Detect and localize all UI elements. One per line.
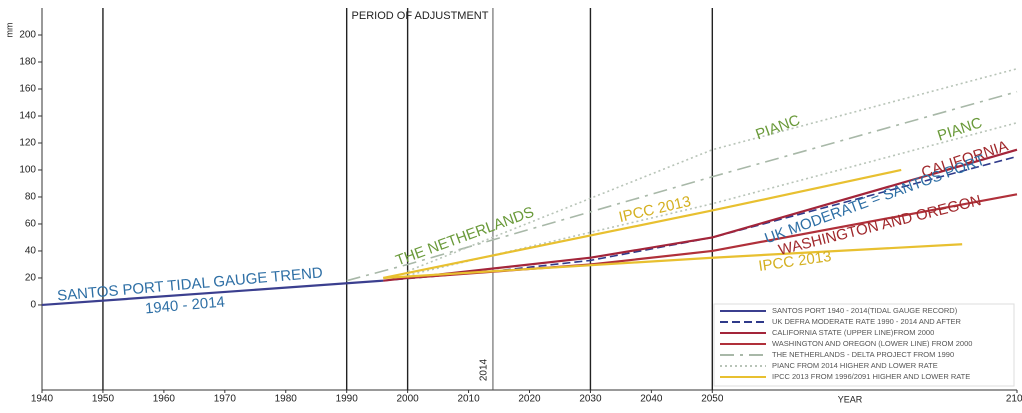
y-tick-label: 60: [25, 219, 37, 230]
y-tick-label: 200: [19, 30, 36, 41]
y-tick-label: 20: [25, 273, 37, 284]
y-tick-label: 100: [19, 165, 36, 176]
x-tick-label: 1980: [275, 394, 298, 405]
y-tick-label: 0: [30, 300, 36, 311]
legend-label: WASHINGTON AND OREGON (LOWER LINE) FROM …: [772, 339, 972, 348]
annotation: IPCC 2013: [617, 193, 692, 226]
x-axis-label: YEAR: [838, 394, 863, 404]
x-tick-label: 2000: [397, 394, 420, 405]
annotation: PIANC: [935, 114, 984, 144]
y-axis-label: mm: [4, 23, 14, 38]
series-line: [41, 279, 384, 307]
series-line: [383, 148, 1018, 282]
annotation: IPCC 2013: [757, 248, 832, 275]
y-tick-label: 120: [19, 138, 36, 149]
y-tick-label: 40: [25, 246, 37, 257]
x-tick-label: 2050: [701, 394, 724, 405]
x-tick-label: 1940: [31, 394, 54, 405]
y-tick-label: 80: [25, 192, 37, 203]
x-tick-label: 2030: [579, 394, 602, 405]
y-tick-label: 140: [19, 111, 36, 122]
x-tick-label: 2100: [1006, 394, 1022, 405]
x-tick-label: 2040: [640, 394, 663, 405]
legend-label: UK DEFRA MODERATE RATE 1990 - 2014 AND A…: [772, 317, 962, 326]
legend-label: THE NETHERLANDS - DELTA PROJECT FROM 199…: [772, 350, 954, 359]
x-tick-label: 1950: [92, 394, 115, 405]
y-tick-label: 180: [19, 57, 36, 68]
series-line: [383, 168, 902, 280]
annotation: 1940 - 2014: [144, 294, 225, 318]
series-line: [346, 90, 1018, 282]
series-line: [383, 243, 963, 280]
legend: SANTOS PORT 1940 - 2014(TIDAL GAUGE RECO…: [713, 303, 1015, 387]
marker-label: 2014: [479, 358, 490, 381]
legend-label: CALIFORNIA STATE (UPPER LINE)FROM 2000: [772, 328, 934, 337]
y-tick-label: 160: [19, 84, 36, 95]
x-tick-label: 2010: [457, 394, 480, 405]
x-tick-label: 1970: [214, 394, 237, 405]
legend-label: SANTOS PORT 1940 - 2014(TIDAL GAUGE RECO…: [772, 306, 958, 315]
annotation: THE NETHERLANDS: [393, 204, 536, 270]
x-tick-label: 1960: [153, 394, 176, 405]
legend-label: IPCC 2013 FROM 1996/2091 HIGHER AND LOWE…: [772, 372, 970, 381]
chart-title: PERIOD OF ADJUSTMENT: [352, 10, 489, 22]
legend-label: PIANC FROM 2014 HIGHER AND LOWER RATE: [772, 361, 938, 370]
x-tick-label: 1990: [336, 394, 359, 405]
annotation: PIANC: [753, 112, 802, 144]
x-tick-label: 2020: [518, 394, 541, 405]
